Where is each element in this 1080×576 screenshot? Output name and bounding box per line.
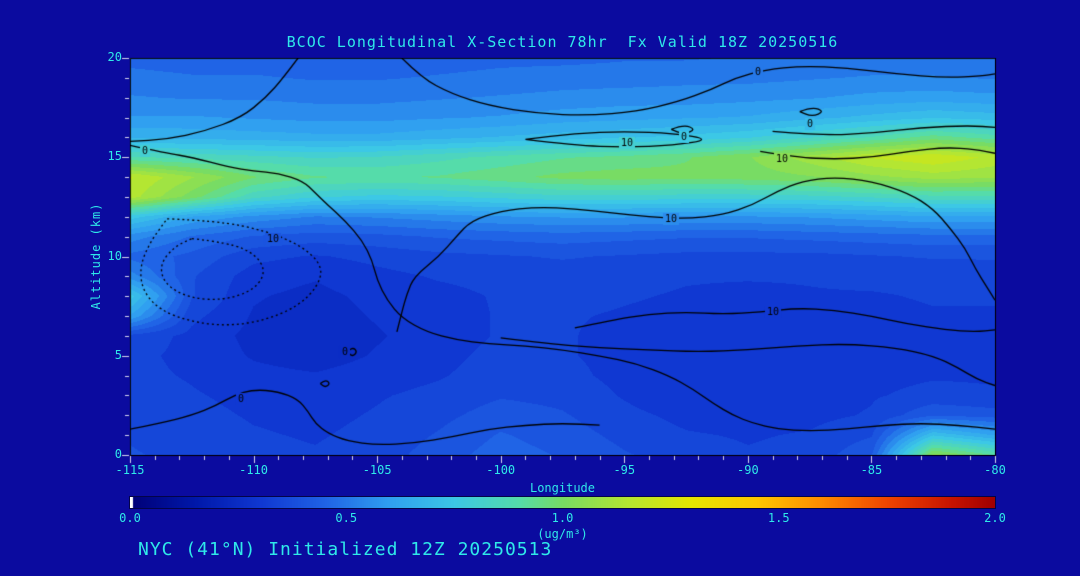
colorbar-units: (ug/m³) bbox=[537, 527, 588, 541]
x-tick-label: -95 bbox=[613, 463, 636, 477]
x-tick-label: -80 bbox=[984, 463, 1006, 477]
colorbar-tick-label: 0.5 bbox=[335, 511, 358, 525]
x-tick-label: -115 bbox=[115, 463, 145, 477]
colorbar-tick-label: 0.0 bbox=[119, 511, 141, 525]
x-tick-label: -90 bbox=[737, 463, 759, 477]
y-tick-label: 0 bbox=[114, 447, 122, 461]
footer-text: NYC (41°N) Initialized 12Z 20250513 bbox=[138, 539, 553, 560]
colorbar-tick-label: 1.5 bbox=[767, 511, 790, 525]
colorbar-tick-label: 2.0 bbox=[984, 511, 1006, 525]
x-tick-label: -110 bbox=[239, 463, 269, 477]
y-tick-label: 20 bbox=[107, 50, 122, 64]
y-tick-label: 10 bbox=[107, 248, 122, 263]
colorbar-canvas bbox=[129, 496, 996, 509]
y-tick-label: 15 bbox=[107, 149, 122, 164]
heatmap-canvas bbox=[130, 58, 995, 455]
y-tick-label: 5 bbox=[114, 347, 122, 362]
x-axis-label: Longitude bbox=[529, 481, 596, 495]
chart-title: BCOC Longitudinal X-Section 78hr Fx Vali… bbox=[286, 33, 839, 51]
colorbar-tick-label: 1.0 bbox=[551, 511, 574, 525]
x-tick-label: -85 bbox=[860, 463, 883, 477]
x-tick-label: -105 bbox=[362, 463, 392, 477]
x-tick-label: -100 bbox=[486, 463, 516, 477]
